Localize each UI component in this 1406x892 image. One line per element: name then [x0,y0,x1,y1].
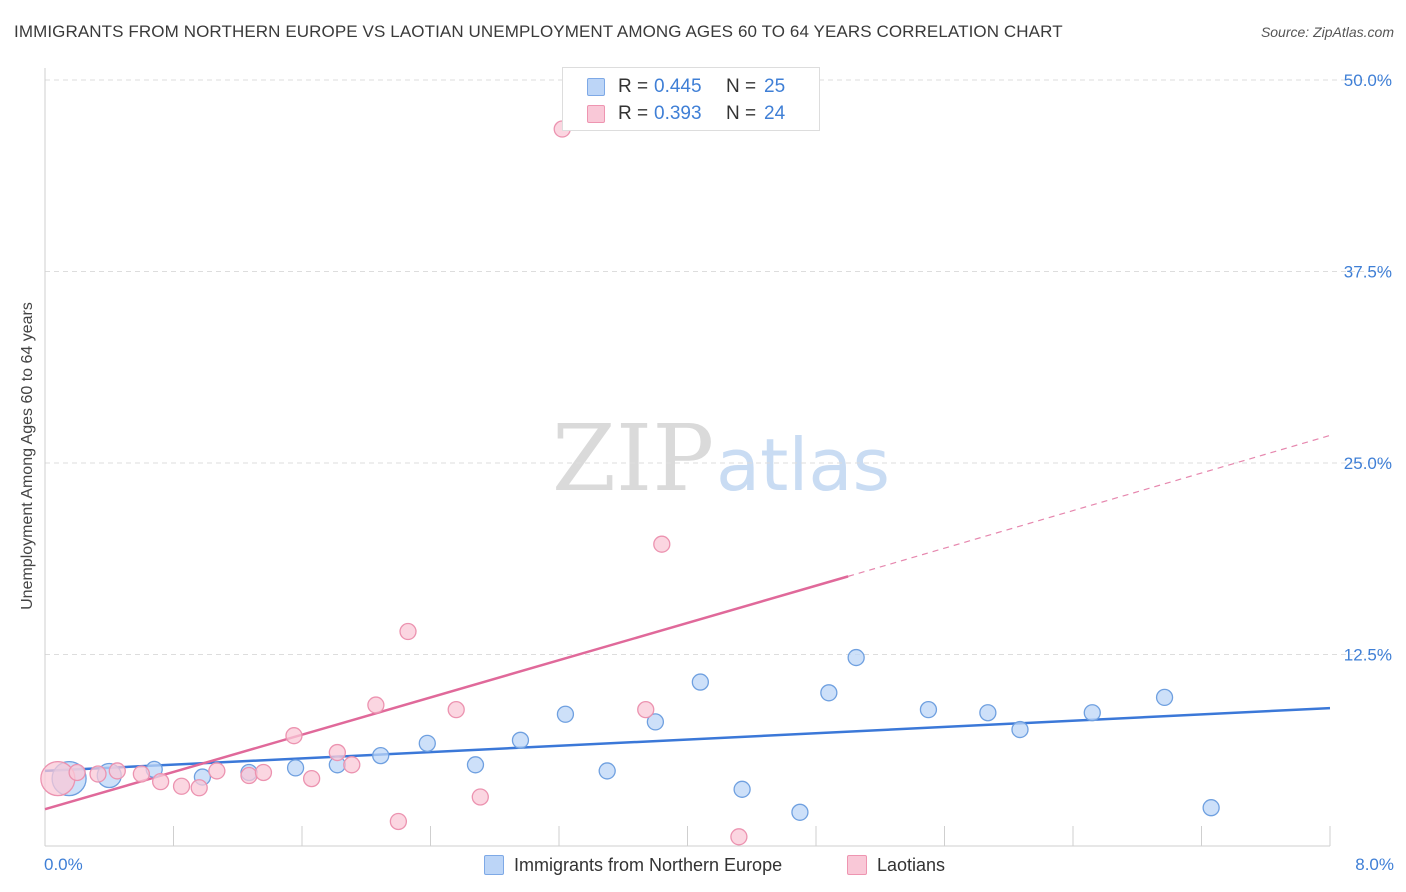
data-point-northern-europe [1011,720,1029,739]
data-point-laotians [730,828,748,846]
data-point-laotians [68,763,86,782]
data-point-laotians [367,696,385,714]
data-point-northern-europe [847,648,865,667]
legend-r-label: R = [618,76,649,97]
legend-row-northern-europe: R = 0.445 N = 25 [587,75,785,99]
data-point-laotians [653,535,671,553]
legend-item-laotians[interactable]: Laotians [847,852,945,878]
legend-label-northern-europe: Immigrants from Northern Europe [514,854,783,875]
legend-label-laotians: Laotians [877,854,946,875]
legend-r-value: 0.393 [654,103,702,124]
series-legend: Immigrants from Northern Europe Laotians [0,852,1406,878]
data-point-northern-europe [791,803,809,821]
data-point-northern-europe [691,673,709,691]
y-tick-label: 50.0% [1344,71,1392,90]
data-point-laotians [343,756,361,774]
chart-title: IMMIGRANTS FROM NORTHERN EUROPE VS LAOTI… [14,22,1063,41]
legend-n-label: N = [726,76,757,97]
y-tick-label: 37.5% [1344,263,1392,282]
data-point-laotians [172,777,191,795]
legend-n-label: N = [726,103,757,124]
data-point-laotians [285,727,303,745]
data-point-northern-europe [1202,799,1220,817]
legend-n-value: 25 [764,76,786,97]
data-point-laotians [389,812,408,831]
data-point-laotians [302,769,321,788]
x-tick-label: 0.0% [44,855,83,874]
data-point-northern-europe [286,759,305,777]
legend-r-value: 0.445 [654,76,702,97]
data-point-laotians [89,765,107,783]
correlation-legend: R = 0.445 N = 25 R = 0.393 N = 24 [562,67,820,131]
data-point-laotians [108,762,126,780]
data-point-northern-europe [820,684,838,702]
watermark-zip: ZIP [552,405,714,512]
data-point-laotians [471,788,489,806]
data-point-northern-europe [556,705,575,723]
data-point-northern-europe [733,780,751,798]
x-tick-label: 8.0% [1355,855,1394,874]
legend-swatch-pink [847,855,867,875]
watermark: ZIP atlas [552,405,890,512]
data-point-laotians [637,701,655,719]
legend-r-label: R = [618,103,649,124]
data-point-northern-europe [418,734,436,753]
y-tick-label: 12.5% [1344,646,1392,665]
data-point-northern-europe [646,713,665,731]
trend-line-laotians-extension [847,434,1331,577]
data-point-laotians [328,743,346,762]
legend-item-northern-europe[interactable]: Immigrants from Northern Europe [484,852,782,878]
legend-swatch-pink [587,105,605,123]
data-point-northern-europe [372,746,390,765]
data-point-laotians [399,622,417,641]
legend-row-laotians: R = 0.393 N = 24 [587,102,785,126]
data-point-northern-europe [511,731,530,749]
legend-swatch-blue [484,855,504,875]
data-point-laotians [132,765,151,783]
data-point-northern-europe [1083,704,1101,722]
trend-line-laotians [44,575,849,811]
trend-line-northern-europe [44,706,1331,773]
data-point-northern-europe [466,756,485,774]
data-point-laotians [190,779,208,797]
data-point-northern-europe [598,762,616,780]
data-point-northern-europe [919,701,938,719]
chart-source: Source: ZipAtlas.com [1260,24,1394,40]
y-tick-label: 25.0% [1344,454,1392,473]
data-point-laotians [40,760,76,797]
data-point-laotians [208,762,226,780]
data-point-laotians [254,763,273,782]
legend-n-value: 24 [764,103,786,124]
watermark-atlas: atlas [716,423,890,507]
data-point-northern-europe [1155,688,1174,707]
data-point-northern-europe [979,704,997,722]
data-point-laotians [240,766,258,785]
data-point-laotians [151,773,170,791]
legend-swatch-blue [587,78,605,96]
data-point-laotians [447,701,465,719]
